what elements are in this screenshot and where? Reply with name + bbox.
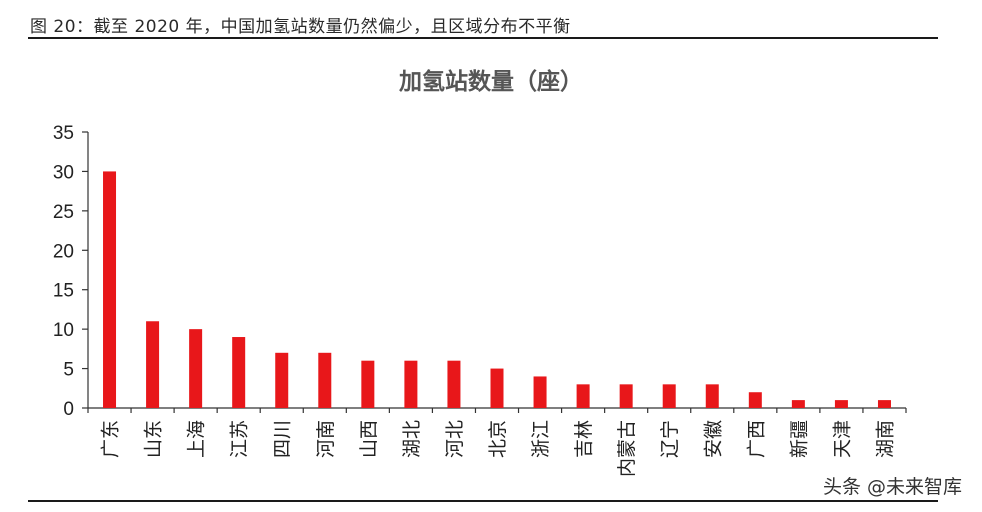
bar [490,368,504,408]
bar [834,400,848,408]
bar [705,384,719,408]
y-tick-label: 25 [53,202,74,223]
bar [533,376,547,408]
x-axis [87,407,907,413]
bar [103,171,117,408]
watermark: 头条 @未来智库 [818,472,966,499]
bar [447,360,461,408]
x-tick-labels: 广东 山东 上海 江苏 四川 河南 山西 湖北 河北 北京 浙江 吉林 内蒙古 辽宁 安徽 广西 新疆 天津 湖南 [100,420,897,477]
x-tick-label: 山西 [358,420,380,458]
figure-caption: 图 20：截至 2020 年，中国加氢站数量仍然偏少，且区域分布不平衡 [30,17,571,37]
y-tick-label: 15 [53,281,74,302]
x-tick-label: 广西 [745,420,767,458]
x-tick-label: 吉林 [573,420,595,458]
x-tick-label: 广东 [100,420,122,458]
y-tick-label: 20 [53,241,74,262]
y-tick-label: 0 [63,399,74,420]
y-tick-label: 30 [53,162,74,183]
x-tick-label: 山东 [143,420,165,458]
x-tick-label: 安徽 [702,420,724,458]
x-tick-label: 内蒙古 [616,420,638,477]
bar [662,384,676,408]
x-tick-label: 湖北 [401,420,423,458]
bars [103,171,891,408]
bar [877,400,891,408]
bar [619,384,633,408]
bar [748,392,762,408]
x-tick-label: 河南 [315,420,337,458]
bar [576,384,590,408]
bar [791,400,805,408]
bar [275,352,289,408]
chart-title: 加氢站数量（座） [399,69,583,95]
top-rule [28,37,938,39]
y-tick-label: 5 [63,360,74,381]
x-tick-label: 上海 [186,420,208,458]
y-tick-label: 10 [53,320,74,341]
x-tick-label: 河北 [444,420,466,458]
bar [232,337,246,408]
bottom-rule [28,500,938,502]
bar [189,329,203,408]
y-tick-label: 35 [53,123,74,144]
x-tick-label: 新疆 [788,420,810,458]
x-tick-label: 四川 [272,420,294,458]
x-tick-label: 湖南 [874,420,896,458]
bar [146,321,160,408]
x-tick-label: 浙江 [530,420,552,458]
x-tick-label: 北京 [487,420,509,458]
bar [318,352,332,408]
x-tick-label: 辽宁 [659,420,681,458]
bar [361,360,375,408]
x-tick-label: 天津 [831,420,853,458]
bar [404,360,418,408]
y-axis: 0 5 10 15 20 25 30 35 [53,123,89,420]
x-tick-label: 江苏 [229,420,251,458]
